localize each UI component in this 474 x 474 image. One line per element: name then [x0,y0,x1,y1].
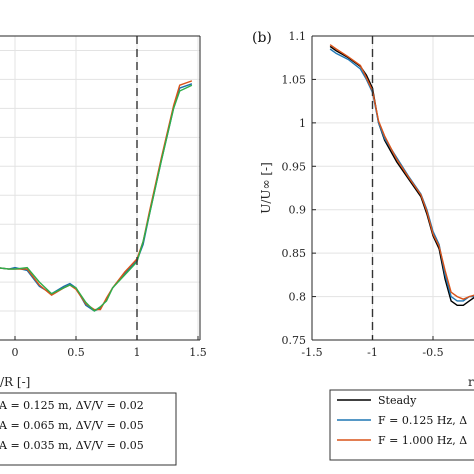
series-line-1 [329,45,474,306]
series-line-1 [0,83,193,312]
x-tick-label: -0.5 [422,346,443,359]
panel-b-axes [311,35,474,341]
y-tick-label: 1 [299,117,306,130]
series-line-2 [329,48,474,302]
y-tick-label: 0.85 [282,247,307,260]
panel-a-legend: A = 0.125 m, ΔV/V = 0.02 A = 0.065 m, ΔV/… [0,392,177,466]
y-tick-label: 0.95 [282,160,307,173]
y-tick-label: 0.9 [289,204,307,217]
series-line-3 [0,84,193,312]
legend-box [0,392,177,466]
panel-a-grid [0,36,200,340]
x-tick-label: 0 [12,346,19,359]
x-tick-label: -1.5 [301,346,322,359]
x-tick-label: -1 [367,346,378,359]
y-tick-label: 1.05 [282,73,307,86]
x-tick-label: 1 [134,346,141,359]
x-tick-label: 0.5 [67,346,85,359]
panel-b-label: (b) [252,30,272,46]
panel-a: 0 0.5 1 1.5 /R [-] A = 0.125 m, ΔV/V = 0.02… [0,35,207,466]
panel-a-x-ticks: 0 0.5 1 1.5 [12,336,207,359]
panel-a-axes [0,35,201,341]
series-line-3 [329,44,474,300]
panel-a-series [0,80,193,312]
panel-a-x-label: /R [-] [0,375,30,389]
panel-b-legend: Steady F = 0.125 Hz, Δ F = 1.000 Hz, Δ [329,389,474,461]
legend-entry: F = 1.000 Hz, Δ [378,434,467,447]
panel-b-ticks: -1.5 -1 -0.5 0.75 0.8 0.85 0.9 0.95 1 1.05 1.1 [282,30,444,359]
legend-entry: Steady [378,394,417,407]
legend-entry: A = 0.035 m, ΔV/V = 0.05 [0,439,144,452]
legend-entry: A = 0.125 m, ΔV/V = 0.02 [0,399,144,412]
legend-entry: F = 0.125 Hz, Δ [378,414,467,427]
y-tick-label: 0.8 [289,291,307,304]
panel-b-y-label: U/U∞ [-] [259,162,273,214]
panel-b-x-label: r [468,375,474,389]
y-tick-label: 0.75 [282,334,307,347]
legend-entry: A = 0.065 m, ΔV/V = 0.05 [0,419,144,432]
legend-box [329,389,474,461]
panel-b-series [329,44,474,306]
y-tick-label: 1.1 [289,30,307,43]
x-tick-label: 1.5 [189,346,207,359]
panel-b: (b) -1.5 -1 -0.5 0.75 0.8 0.85 0.9 0.95 1 1.05 1.1… [252,30,474,461]
